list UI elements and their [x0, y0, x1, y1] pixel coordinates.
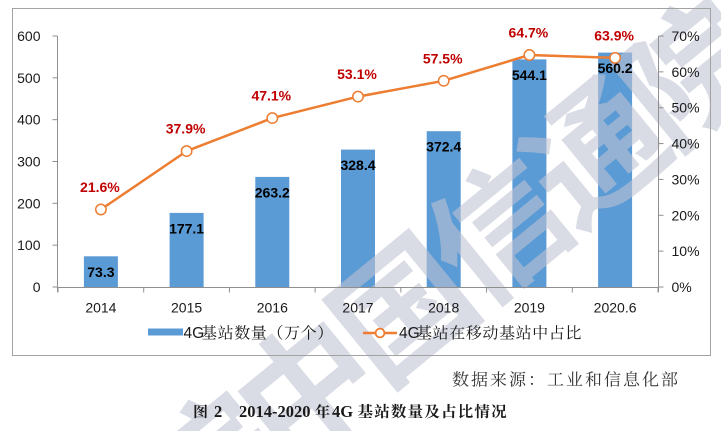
- svg-text:50%: 50%: [672, 100, 700, 116]
- svg-text:10%: 10%: [672, 243, 700, 259]
- svg-text:2016: 2016: [257, 300, 288, 316]
- svg-text:2020.6: 2020.6: [594, 300, 637, 316]
- svg-text:177.1: 177.1: [169, 220, 204, 236]
- svg-text:2018: 2018: [428, 300, 459, 316]
- svg-text:400: 400: [17, 112, 41, 128]
- svg-text:21.6%: 21.6%: [80, 179, 120, 195]
- svg-text:372.4: 372.4: [426, 139, 461, 155]
- svg-text:47.1%: 47.1%: [251, 88, 291, 104]
- svg-text:2: 2: [214, 402, 222, 421]
- svg-text:2015: 2015: [171, 300, 202, 316]
- svg-text:200: 200: [17, 195, 41, 211]
- svg-text:70%: 70%: [672, 28, 700, 44]
- svg-text:40%: 40%: [672, 136, 700, 152]
- svg-text:300: 300: [17, 154, 41, 170]
- svg-text:4G: 4G: [184, 325, 205, 342]
- svg-text:600: 600: [17, 28, 41, 44]
- svg-text:53.1%: 53.1%: [337, 66, 377, 82]
- svg-text:20%: 20%: [672, 207, 700, 223]
- svg-text:73.3: 73.3: [87, 264, 114, 280]
- svg-text:500: 500: [17, 70, 41, 86]
- svg-text:4G: 4G: [399, 325, 420, 342]
- svg-text:2017: 2017: [342, 300, 373, 316]
- svg-text:100: 100: [17, 237, 41, 253]
- svg-text:560.2: 560.2: [598, 60, 633, 76]
- svg-text:63.9%: 63.9%: [594, 27, 634, 43]
- svg-text:57.5%: 57.5%: [423, 50, 463, 66]
- svg-text:30%: 30%: [672, 171, 700, 187]
- svg-text:4G: 4G: [332, 402, 353, 421]
- svg-text:0: 0: [33, 279, 41, 295]
- svg-text:263.2: 263.2: [255, 184, 290, 200]
- svg-text:328.4: 328.4: [340, 157, 375, 173]
- svg-text:2014: 2014: [85, 300, 116, 316]
- svg-text:544.1: 544.1: [512, 67, 547, 83]
- svg-text:0%: 0%: [672, 279, 692, 295]
- svg-text:37.9%: 37.9%: [166, 121, 206, 137]
- svg-text:64.7%: 64.7%: [509, 25, 549, 41]
- svg-text:60%: 60%: [672, 64, 700, 80]
- svg-text:2019: 2019: [514, 300, 545, 316]
- svg-text:2014-2020: 2014-2020: [239, 402, 311, 421]
